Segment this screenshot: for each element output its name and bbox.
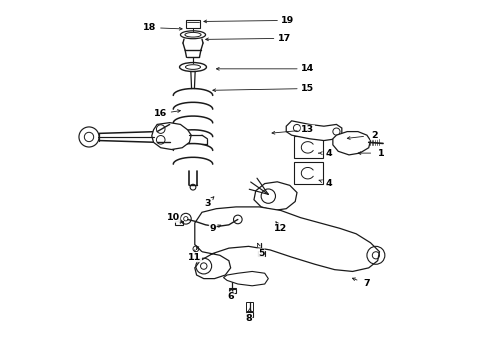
Text: 7: 7 <box>364 279 370 288</box>
Text: 2: 2 <box>371 131 377 140</box>
FancyBboxPatch shape <box>258 251 265 256</box>
Text: 13: 13 <box>301 125 314 134</box>
Polygon shape <box>152 123 191 149</box>
Text: 8: 8 <box>245 314 252 323</box>
FancyBboxPatch shape <box>246 302 253 311</box>
Text: 11: 11 <box>188 253 201 262</box>
Text: 5: 5 <box>258 249 265 258</box>
Polygon shape <box>333 132 370 155</box>
Text: 17: 17 <box>278 34 291 43</box>
Ellipse shape <box>185 32 201 37</box>
Text: 10: 10 <box>167 213 180 222</box>
Polygon shape <box>286 121 342 140</box>
Text: 18: 18 <box>143 23 157 32</box>
Ellipse shape <box>180 31 205 39</box>
FancyBboxPatch shape <box>175 221 183 225</box>
FancyBboxPatch shape <box>229 289 236 293</box>
Text: 6: 6 <box>227 292 234 301</box>
Text: 15: 15 <box>301 84 314 93</box>
FancyBboxPatch shape <box>294 162 323 184</box>
Text: 3: 3 <box>204 199 211 208</box>
Text: 9: 9 <box>209 224 216 233</box>
FancyBboxPatch shape <box>294 136 323 158</box>
Ellipse shape <box>186 65 200 69</box>
Text: 1: 1 <box>378 149 385 158</box>
Text: 12: 12 <box>274 224 288 233</box>
FancyBboxPatch shape <box>246 312 253 317</box>
FancyBboxPatch shape <box>186 20 200 28</box>
Ellipse shape <box>179 63 206 72</box>
Text: 14: 14 <box>301 64 315 73</box>
Polygon shape <box>223 271 269 286</box>
Text: 4: 4 <box>326 149 333 158</box>
Text: 4: 4 <box>326 179 333 188</box>
Polygon shape <box>254 182 297 211</box>
Polygon shape <box>195 207 379 279</box>
Text: 16: 16 <box>154 109 168 118</box>
Text: 19: 19 <box>281 16 294 25</box>
